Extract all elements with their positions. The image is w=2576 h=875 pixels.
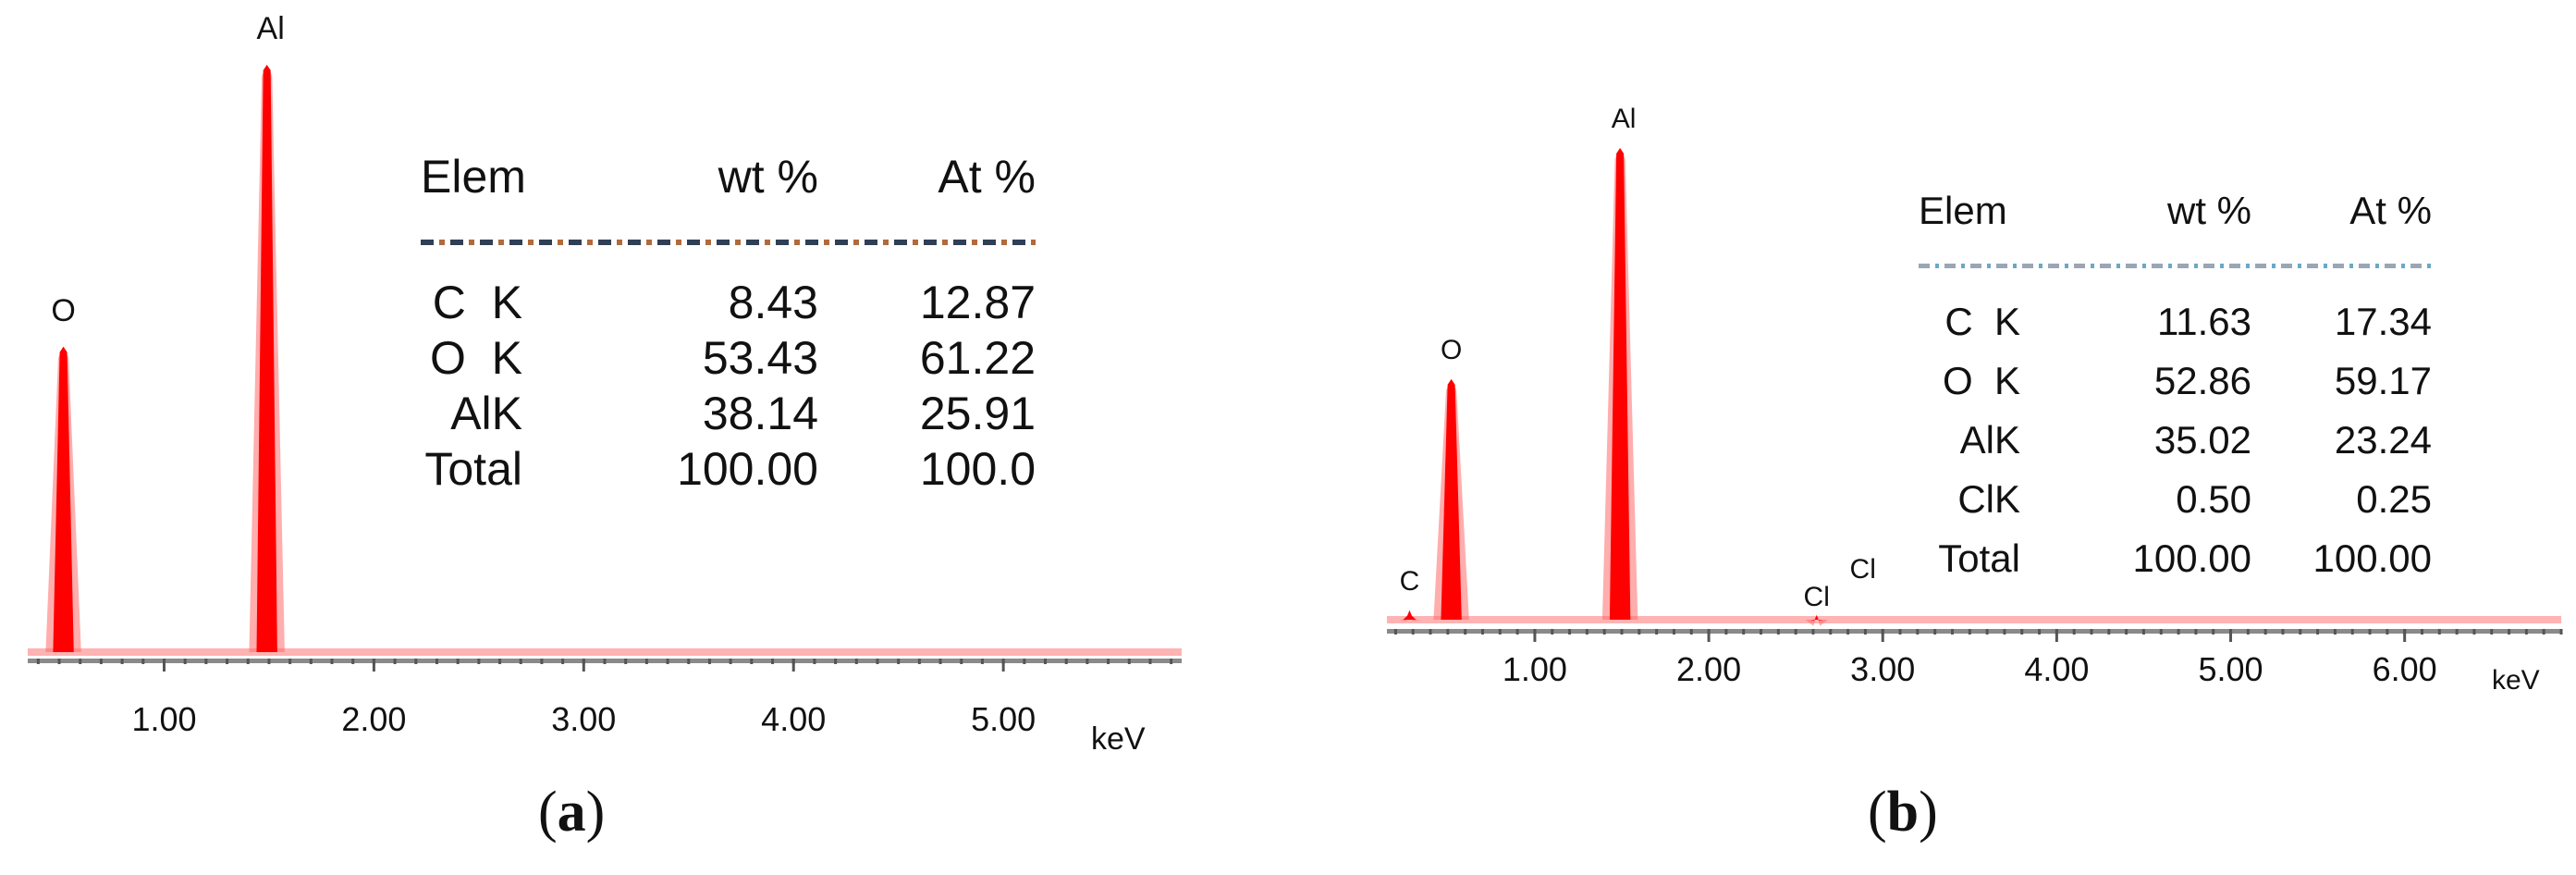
- x-tick-label: 5.00: [2198, 650, 2263, 688]
- spectrum-peak: [1609, 148, 1631, 620]
- x-tick-label: 1.00: [1503, 650, 1567, 688]
- cell-at: 17.34: [2334, 300, 2432, 343]
- spectrum-baseline-band: [28, 648, 1182, 656]
- cell-elem: Total: [424, 443, 522, 495]
- cell-wt: 100.00: [677, 443, 818, 495]
- x-tick-label: 5.00: [971, 700, 1036, 738]
- caption-a-letter: a: [557, 781, 586, 844]
- cell-at: 23.24: [2334, 418, 2432, 462]
- spectrum-peak-glow: [1805, 614, 1828, 626]
- x-axis-unit-label: keV: [2492, 665, 2540, 696]
- cell-elem: ClK: [1957, 477, 2020, 521]
- dashed-divider: [1919, 263, 2432, 268]
- x-tick-label: 1.00: [131, 700, 196, 738]
- cell-wt: 52.86: [2153, 359, 2251, 402]
- table-row-total: Total 100.00 100.00: [1919, 529, 2432, 588]
- header-wt: wt %: [718, 151, 818, 203]
- cell-elem: O K: [1942, 359, 2020, 402]
- x-tick-label: 3.00: [1850, 650, 1915, 688]
- dashed-divider: [421, 240, 1036, 245]
- table-row: AlK 38.14 25.91: [421, 386, 1036, 441]
- cell-elem: C K: [432, 277, 522, 328]
- peak-label-cl: Cl: [1804, 582, 1830, 612]
- cell-at: 0.25: [2356, 477, 2432, 521]
- caption-b: (b): [1868, 781, 1938, 844]
- peak-label-o: O: [51, 293, 75, 328]
- x-axis-unit-label: keV: [1091, 721, 1146, 757]
- peak-label-al: Al: [1612, 104, 1637, 134]
- table-row: O K 53.43 61.22: [421, 330, 1036, 386]
- composition-table-b: Elem wt % At % C K 11.63 17.34 O K 52.86…: [1919, 183, 2432, 588]
- spectrum-chart-a: O Al 1.00 2.00 3.00 4.00 5.00 keV: [28, 11, 1182, 757]
- table-row-total: Total 100.00 100.0: [421, 441, 1036, 497]
- table-divider: [421, 210, 1036, 275]
- cell-at: 100.00: [2312, 536, 2432, 580]
- spectrum-baseline-band: [1387, 616, 2561, 623]
- cell-elem: C K: [1944, 300, 2020, 343]
- table-header-row: Elem wt % At %: [1919, 183, 2432, 239]
- cell-wt: 0.50: [2176, 477, 2251, 521]
- caption-a: (a): [538, 781, 606, 844]
- cell-at: 100.0: [919, 443, 1036, 495]
- header-elem: Elem: [421, 151, 526, 203]
- cell-elem: AlK: [450, 388, 522, 439]
- peak-label-o: O: [1441, 335, 1462, 365]
- spectrum-peak: [1441, 378, 1462, 620]
- table-divider: [1919, 239, 2432, 292]
- cell-at: 12.87: [919, 277, 1036, 328]
- spectrum-peak: [1403, 610, 1417, 620]
- table-row: ClK 0.50 0.25: [1919, 470, 2432, 529]
- panel-a: O Al 1.00 2.00 3.00 4.00 5.00 keV Elem wt % At …: [0, 0, 1193, 875]
- cell-elem: O K: [429, 332, 522, 384]
- header-at: At %: [938, 151, 1036, 203]
- panel-b: C O Al Cl Cl 1.00 2.00 3.00 4.00 5.00 6.00 keV Elem…: [1359, 0, 2576, 875]
- x-axis-line: [1387, 629, 2561, 634]
- spectrum-peak: [1809, 614, 1823, 621]
- composition-table-a: Elem wt % At % C K 8.43 12.87 O K 53.43 …: [421, 143, 1036, 497]
- x-tick-label: 6.00: [2373, 650, 2437, 688]
- spectrum-peak: [53, 346, 74, 652]
- cell-at: 59.17: [2334, 359, 2432, 402]
- peak-label-al: Al: [257, 11, 285, 46]
- table-row: C K 11.63 17.34: [1919, 292, 2432, 351]
- x-tick-label: 4.00: [761, 700, 826, 738]
- header-elem: Elem: [1919, 189, 2007, 232]
- header-wt: wt %: [2166, 189, 2251, 232]
- x-tick-label: 2.00: [341, 700, 406, 738]
- table-row: C K 8.43 12.87: [421, 275, 1036, 330]
- spectrum-chart-b: C O Al Cl Cl 1.00 2.00 3.00 4.00 5.00 6.00 keV: [1387, 104, 2563, 696]
- cell-at: 25.91: [919, 388, 1036, 439]
- cell-wt: 35.02: [2153, 418, 2251, 462]
- cell-wt: 100.00: [2132, 536, 2251, 580]
- x-tick-label: 4.00: [2024, 650, 2089, 688]
- table-row: AlK 35.02 23.24: [1919, 411, 2432, 470]
- peak-label-cl-secondary: Cl: [1850, 554, 1876, 585]
- cell-wt: 8.43: [728, 277, 818, 328]
- table-header-row: Elem wt % At %: [421, 143, 1036, 210]
- spectrum-peak: [256, 65, 277, 652]
- x-tick-label: 3.00: [551, 700, 616, 738]
- peak-label-c: C: [1400, 566, 1420, 597]
- cell-at: 61.22: [919, 332, 1036, 384]
- cell-wt: 11.63: [2157, 300, 2251, 343]
- x-tick-label: 2.00: [1676, 650, 1741, 688]
- caption-b-letter: b: [1886, 781, 1920, 844]
- cell-elem: Total: [1938, 536, 2020, 580]
- table-row: O K 52.86 59.17: [1919, 351, 2432, 411]
- header-at: At %: [2349, 189, 2432, 232]
- cell-elem: AlK: [1959, 418, 2020, 462]
- cell-wt: 38.14: [702, 388, 818, 439]
- cell-wt: 53.43: [702, 332, 818, 384]
